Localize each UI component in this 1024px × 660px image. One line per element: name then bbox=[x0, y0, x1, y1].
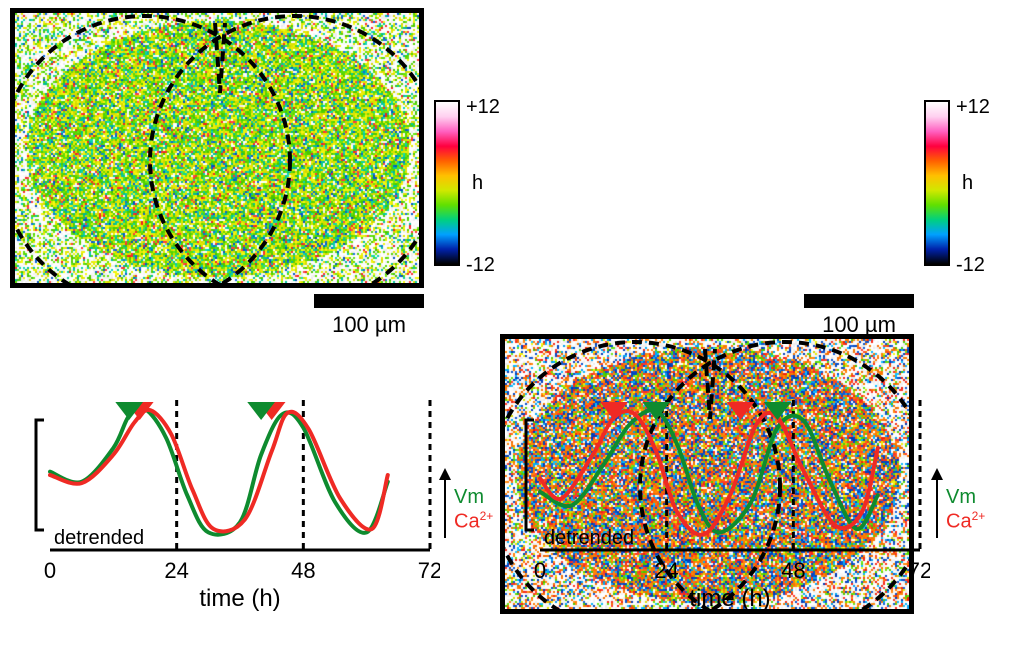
arrow-up-left bbox=[444, 478, 446, 538]
scalebar-left-bar bbox=[314, 294, 424, 308]
svg-text:detrended: detrended bbox=[544, 527, 634, 549]
svg-text:48: 48 bbox=[781, 558, 805, 583]
svg-text:detrended: detrended bbox=[54, 527, 144, 549]
svg-text:0: 0 bbox=[534, 558, 546, 583]
legend-left-vm: Vm bbox=[454, 486, 493, 509]
colorbar-right-mid: h bbox=[962, 172, 973, 195]
plot-left-svg: 0 24 48 72 time (h) detrended bbox=[10, 380, 440, 620]
colorbar-right-top: +12 bbox=[956, 96, 990, 119]
colorbar-left-mid: h bbox=[472, 172, 483, 195]
colorbar-right bbox=[924, 100, 950, 266]
legend-left-ca: Ca2+ bbox=[454, 509, 493, 534]
figure-root: +12 h -12 100 µm +12 h -12 100 µm 0 24 48 7… bbox=[0, 0, 1024, 638]
scalebar-left: 100 µm bbox=[314, 294, 424, 338]
legend-right: Vm Ca2+ bbox=[946, 486, 985, 534]
heatmap-left-canvas bbox=[15, 13, 419, 283]
svg-text:time (h): time (h) bbox=[689, 585, 770, 612]
scalebar-right-bar bbox=[804, 294, 914, 308]
legend-left: Vm Ca2+ bbox=[454, 486, 493, 534]
heatmap-left-frame bbox=[10, 8, 424, 288]
svg-text:72: 72 bbox=[908, 558, 930, 583]
plot-left: 0 24 48 72 time (h) detrended bbox=[10, 380, 440, 620]
scalebar-left-label: 100 µm bbox=[314, 312, 424, 338]
svg-text:72: 72 bbox=[418, 558, 440, 583]
svg-text:time (h): time (h) bbox=[199, 585, 280, 612]
plot-right: 0 24 48 72 time (h) detrended bbox=[500, 380, 930, 620]
legend-right-ca: Ca2+ bbox=[946, 509, 985, 534]
colorbar-left-bot: -12 bbox=[466, 254, 495, 277]
svg-text:24: 24 bbox=[164, 558, 188, 583]
legend-right-vm: Vm bbox=[946, 486, 985, 509]
scalebar-right-label: 100 µm bbox=[804, 312, 914, 338]
plot-right-svg: 0 24 48 72 time (h) detrended bbox=[500, 380, 930, 620]
heatmap-left-panel bbox=[10, 8, 424, 334]
svg-text:0: 0 bbox=[44, 558, 56, 583]
colorbar-left bbox=[434, 100, 460, 266]
svg-text:48: 48 bbox=[291, 558, 315, 583]
colorbar-left-top: +12 bbox=[466, 96, 500, 119]
svg-text:24: 24 bbox=[654, 558, 678, 583]
scalebar-right: 100 µm bbox=[804, 294, 914, 338]
arrow-up-right bbox=[936, 478, 938, 538]
colorbar-right-bot: -12 bbox=[956, 254, 985, 277]
